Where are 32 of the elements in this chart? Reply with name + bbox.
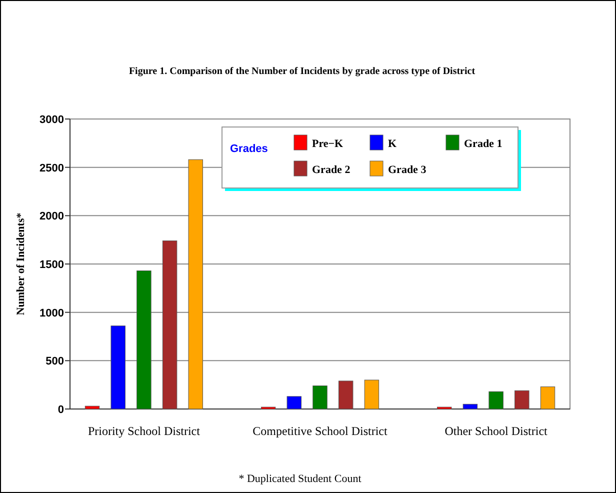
bar	[136, 270, 152, 410]
bar	[188, 159, 203, 410]
legend-label: Grade 3	[388, 164, 427, 176]
legend-label: Pre−K	[312, 138, 344, 150]
bar	[162, 240, 178, 410]
bar	[338, 380, 354, 410]
y-tick-label: 3000	[40, 114, 64, 126]
y-tick-label: 0	[58, 404, 64, 416]
bar	[540, 386, 556, 410]
bar	[488, 391, 504, 410]
legend-title: Grades	[230, 143, 268, 155]
legend-label: Grade 1	[464, 138, 502, 150]
y-tick-label: 2500	[40, 162, 64, 174]
x-tick-label: Other School District	[444, 424, 548, 438]
x-tick-label: Competitive School District	[252, 424, 388, 438]
y-tick-label: 1000	[40, 307, 64, 320]
legend-label: Grade 2	[312, 164, 351, 176]
bar	[84, 406, 100, 410]
bar	[286, 396, 302, 410]
bar	[364, 380, 380, 410]
y-tick-label: 1500	[40, 259, 64, 271]
y-tick-label: 2000	[40, 210, 64, 223]
legend-label: K	[388, 138, 397, 150]
bar	[312, 386, 328, 410]
chart-title: Figure 1. Comparison of the Number of Incidents by grade across type of District	[128, 66, 476, 77]
bar	[110, 326, 126, 410]
bar	[462, 404, 478, 410]
text: * Duplicated Student Count	[238, 473, 362, 485]
bar	[514, 390, 530, 410]
y-axis-title: Number of Incidents*	[15, 212, 27, 316]
y-tick-label: 500	[46, 356, 64, 368]
x-tick-label: Priority School District	[88, 424, 201, 438]
